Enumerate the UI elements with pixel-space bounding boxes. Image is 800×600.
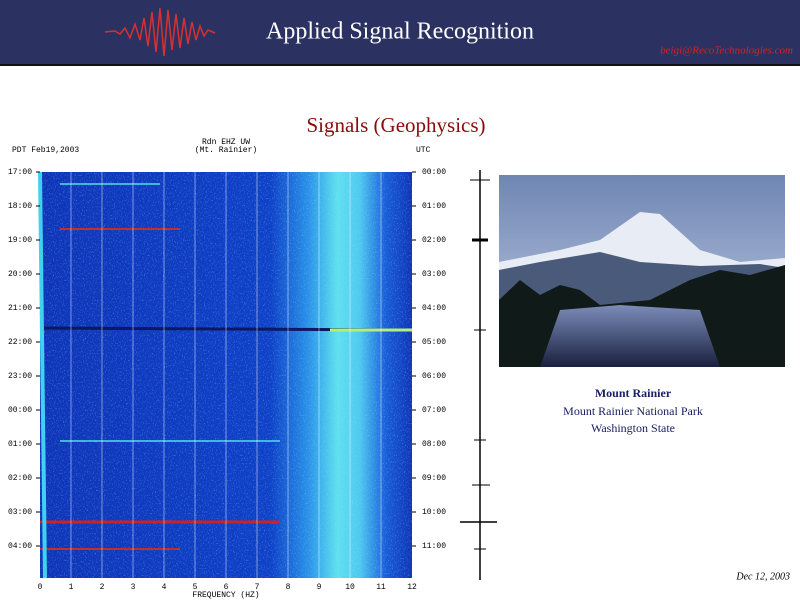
frequency-label: 4 xyxy=(162,583,167,592)
time-label-left: 20:00 xyxy=(8,270,32,279)
caption-line: Mount Rainier National Park xyxy=(563,404,703,418)
time-label-left: 00:00 xyxy=(8,406,32,415)
slide-title: Signals (Geophysics) xyxy=(306,113,485,137)
frequency-label: 1 xyxy=(69,583,74,592)
frequency-label: 12 xyxy=(407,583,417,592)
header-email: beigi@RecoTechnologies.com xyxy=(660,45,793,57)
spectrogram-header: PDT Feb19,2003 xyxy=(12,146,79,155)
photo-mount-rainier xyxy=(499,175,785,367)
spectrogram-header: Rdn EHZ UW xyxy=(202,138,250,147)
time-label-left: 18:00 xyxy=(8,202,32,211)
frequency-label: 0 xyxy=(38,583,43,592)
time-label-left: 22:00 xyxy=(8,338,32,347)
spectrogram-header: (Mt. Rainier) xyxy=(195,146,257,155)
time-label-right: 01:00 xyxy=(422,202,446,211)
header-title: Applied Signal Recognition xyxy=(266,19,534,45)
frequency-label: 10 xyxy=(345,583,355,592)
time-label-right: 05:00 xyxy=(422,338,446,347)
time-label-left: 04:00 xyxy=(8,542,32,551)
frequency-label: 5 xyxy=(193,583,198,592)
time-label-left: 03:00 xyxy=(8,508,32,517)
frequency-label: 8 xyxy=(286,583,291,592)
spectrogram-header: UTC xyxy=(416,146,431,155)
waveform-logo xyxy=(104,7,216,57)
seismogram-trace xyxy=(460,170,497,580)
time-label-right: 00:00 xyxy=(422,168,446,177)
frequency-axis-label: FREQUENCY (HZ) xyxy=(192,591,259,600)
time-label-right: 09:00 xyxy=(422,474,446,483)
caption-line: Washington State xyxy=(591,421,675,435)
spectrogram-noise xyxy=(40,172,412,578)
frequency-label: 6 xyxy=(224,583,229,592)
time-label-right: 02:00 xyxy=(422,236,446,245)
time-label-left: 02:00 xyxy=(8,474,32,483)
time-label-left: 19:00 xyxy=(8,236,32,245)
caption-title: Mount Rainier xyxy=(595,386,672,400)
spectrogram xyxy=(38,171,413,579)
frequency-label: 2 xyxy=(100,583,105,592)
spectrogram-features xyxy=(38,171,413,579)
frequency-label: 7 xyxy=(255,583,260,592)
time-label-right: 08:00 xyxy=(422,440,446,449)
footer-date: Dec 12, 2003 xyxy=(735,571,790,582)
time-label-left: 17:00 xyxy=(8,168,32,177)
time-label-right: 07:00 xyxy=(422,406,446,415)
time-label-right: 04:00 xyxy=(422,304,446,313)
frequency-label: 3 xyxy=(131,583,136,592)
time-label-left: 01:00 xyxy=(8,440,32,449)
frequency-label: 11 xyxy=(376,583,386,592)
time-label-right: 03:00 xyxy=(422,270,446,279)
time-label-right: 06:00 xyxy=(422,372,446,381)
time-label-right: 10:00 xyxy=(422,508,446,517)
time-label-left: 21:00 xyxy=(8,304,32,313)
time-label-left: 23:00 xyxy=(8,372,32,381)
frequency-label: 9 xyxy=(317,583,322,592)
time-label-right: 11:00 xyxy=(422,542,446,551)
header-bar xyxy=(0,0,800,65)
